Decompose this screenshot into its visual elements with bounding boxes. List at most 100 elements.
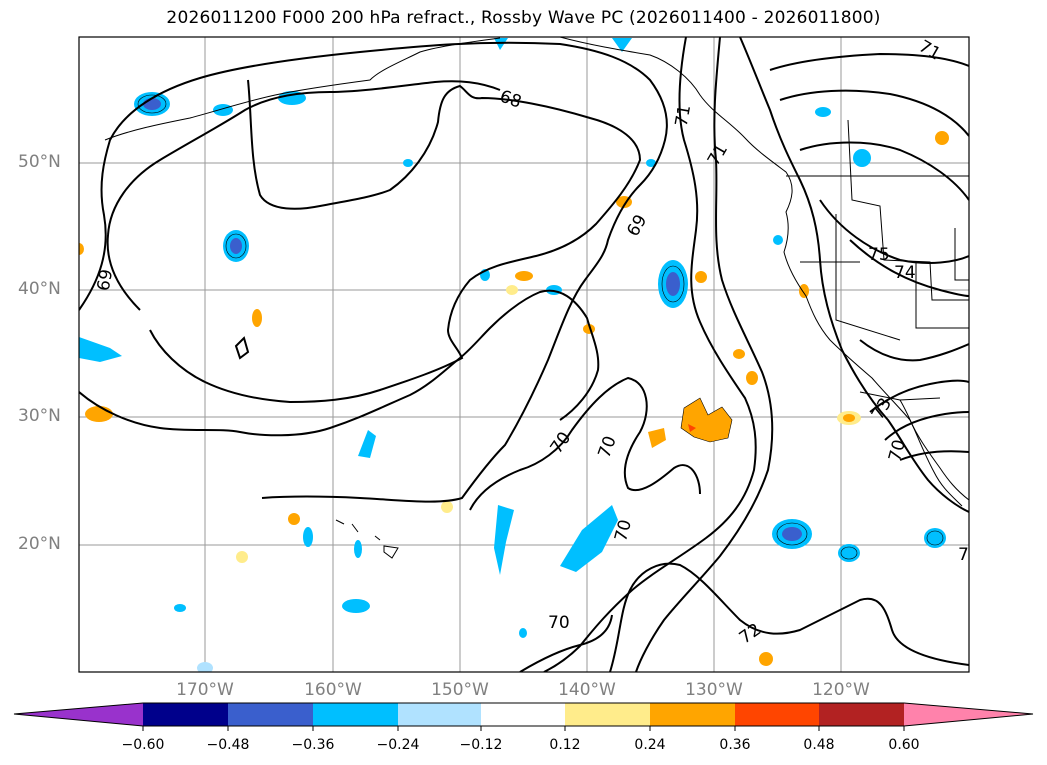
lon-label-170w: 170°W [176,680,234,700]
positive-patch [843,414,855,422]
contour-69 [79,41,668,503]
contour-72 [635,37,774,672]
contour-69-left [106,80,501,311]
negative-patch [494,38,508,50]
patch-outlines [137,94,944,560]
refractivity-contours [79,37,969,672]
negative-patch [303,527,313,547]
contour-72-south [609,562,969,672]
negative-patch [646,159,656,167]
map-title: 2026011200 F000 200 hPa refract., Rossby… [166,8,881,28]
positive-patch [236,551,248,563]
contour-73 [739,37,969,513]
contour-71-loop [884,411,969,441]
colorbar-segment [313,703,398,726]
state-borders [847,119,969,301]
negative-patch [223,230,249,262]
negative-patch [354,540,362,558]
contour-71 [543,37,757,672]
contour-label: 7 [958,545,969,565]
negative-patch [494,505,514,575]
colorbar-extend-min [14,703,143,726]
contour-label: 69 [94,268,117,293]
colorbar-segment [819,703,904,726]
colorbar-tick-label: 0.48 [803,737,835,753]
contour-75-mid [799,141,969,201]
colorbar-segment [735,703,819,726]
colorbar-segment [228,703,313,726]
contour-small [234,336,250,360]
negative-patch [213,104,233,116]
positive-patch [648,428,666,448]
colorbar-segment [650,703,735,726]
lon-label-130w: 130°W [685,680,743,700]
lon-label-140w: 140°W [558,680,616,700]
negative-patch [772,519,812,549]
positive-anomaly-patches [79,131,949,666]
contour-label: 71 [672,103,695,128]
colorbar-tick-label: 0.12 [549,737,581,753]
positive-patch [746,371,758,385]
positive-patch [79,243,84,255]
contour-label: 75 [868,245,890,265]
lon-label-150w: 150°W [431,680,489,700]
colorbar-segment [565,703,650,726]
contour-73-loop [859,339,969,362]
contour-70 [469,376,701,511]
negative-patch [519,628,527,638]
lat-label-50n: 50°N [18,152,61,172]
negative-patch [815,107,831,117]
colorbar-segment [143,703,228,726]
contour-70-south [519,614,613,672]
hawaii-islands [335,519,399,559]
positive-patch [252,309,262,327]
us-mexico-border [859,391,941,401]
positive-patch [85,406,113,422]
state-border [915,262,969,329]
positive-patch [695,271,707,283]
colorbar [13,702,1034,731]
contour-69-inner [79,289,600,437]
positive-patch [681,398,732,442]
colorbar-tick-label: −0.60 [121,737,165,753]
negative-patch [612,38,632,52]
contour-70-loop [899,450,969,461]
positive-patch [935,131,949,145]
contour-75-loop [819,199,969,264]
aleutian-coastline [104,37,501,141]
colorbar-tick-label: −0.12 [459,737,503,753]
coastlines [104,37,969,559]
negative-patch [773,235,783,245]
lat-label-20n: 20°N [18,534,61,554]
map-background [79,37,969,672]
state-border [800,261,901,341]
negative-patch [174,604,186,612]
negative-patch [658,260,688,308]
baja-coastline [899,399,963,507]
contour-label: 74 [894,263,916,283]
contour-75-top [779,89,969,137]
negative-patch [197,662,213,672]
positive-patch [515,271,533,281]
colorbar-tick-label: 0.36 [719,737,751,753]
colorbar-tick-label: 0.24 [634,737,666,753]
positive-patch [799,284,809,298]
positive-patch [288,513,300,525]
colorbar-ticks [142,726,905,731]
lon-label-120w: 120°W [812,680,870,700]
negative-patch [403,159,413,167]
state-border [954,228,969,281]
contour-label: 70 [548,613,570,633]
colorbar-tick-label: 0.60 [888,737,920,753]
negative-patch [342,599,370,613]
negative-patch [134,92,170,116]
negative-patch [79,337,122,362]
positive-patch [759,652,773,666]
contour-74-loop [849,239,969,297]
positive-patch [506,285,518,295]
colorbar-tick-label: −0.24 [376,737,420,753]
colorbar-segment [398,703,481,726]
colorbar-segment [481,703,565,726]
colorbar-extend-max [904,703,1033,726]
lon-label-160w: 160°W [304,680,362,700]
